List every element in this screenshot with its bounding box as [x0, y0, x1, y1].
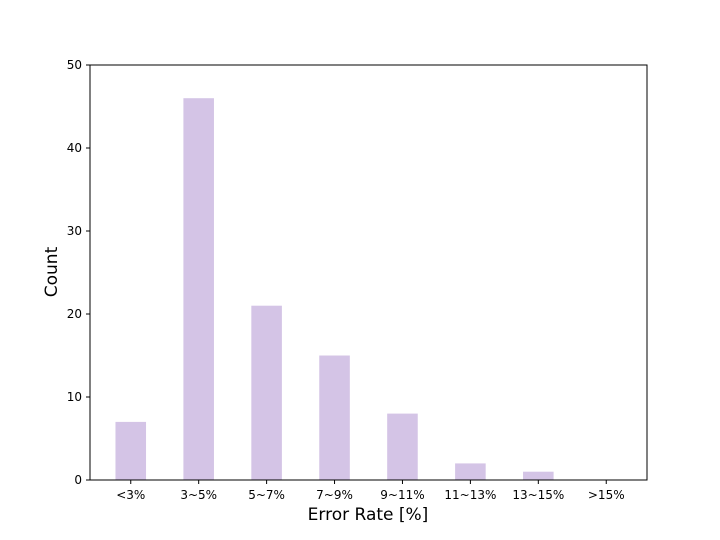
x-axis-label: Error Rate [%]	[308, 505, 429, 525]
x-tick-label: <3%	[116, 488, 145, 502]
bar	[387, 413, 418, 480]
y-tick-label: 30	[67, 224, 82, 238]
bar	[523, 471, 554, 480]
x-tick-label: 3~5%	[180, 488, 217, 502]
y-axis-label: Count	[42, 246, 62, 297]
bar	[115, 421, 147, 480]
y-tick-label: 50	[67, 58, 82, 72]
x-tick-label: >15%	[588, 488, 625, 502]
bar	[183, 98, 214, 480]
bar	[319, 355, 350, 480]
x-tick-label: 5~7%	[248, 488, 285, 502]
x-tick-label: 7~9%	[316, 488, 353, 502]
y-tick-label: 20	[67, 307, 82, 321]
plot-frame	[89, 64, 648, 481]
bar	[251, 305, 282, 480]
bar	[455, 463, 486, 480]
x-tick-label: 13~15%	[512, 488, 564, 502]
x-tick-label: 11~13%	[444, 488, 496, 502]
y-tick-label: 0	[74, 473, 82, 487]
x-tick-label: 9~11%	[380, 488, 424, 502]
y-tick-label: 40	[67, 141, 82, 155]
y-tick-label: 10	[67, 390, 82, 404]
